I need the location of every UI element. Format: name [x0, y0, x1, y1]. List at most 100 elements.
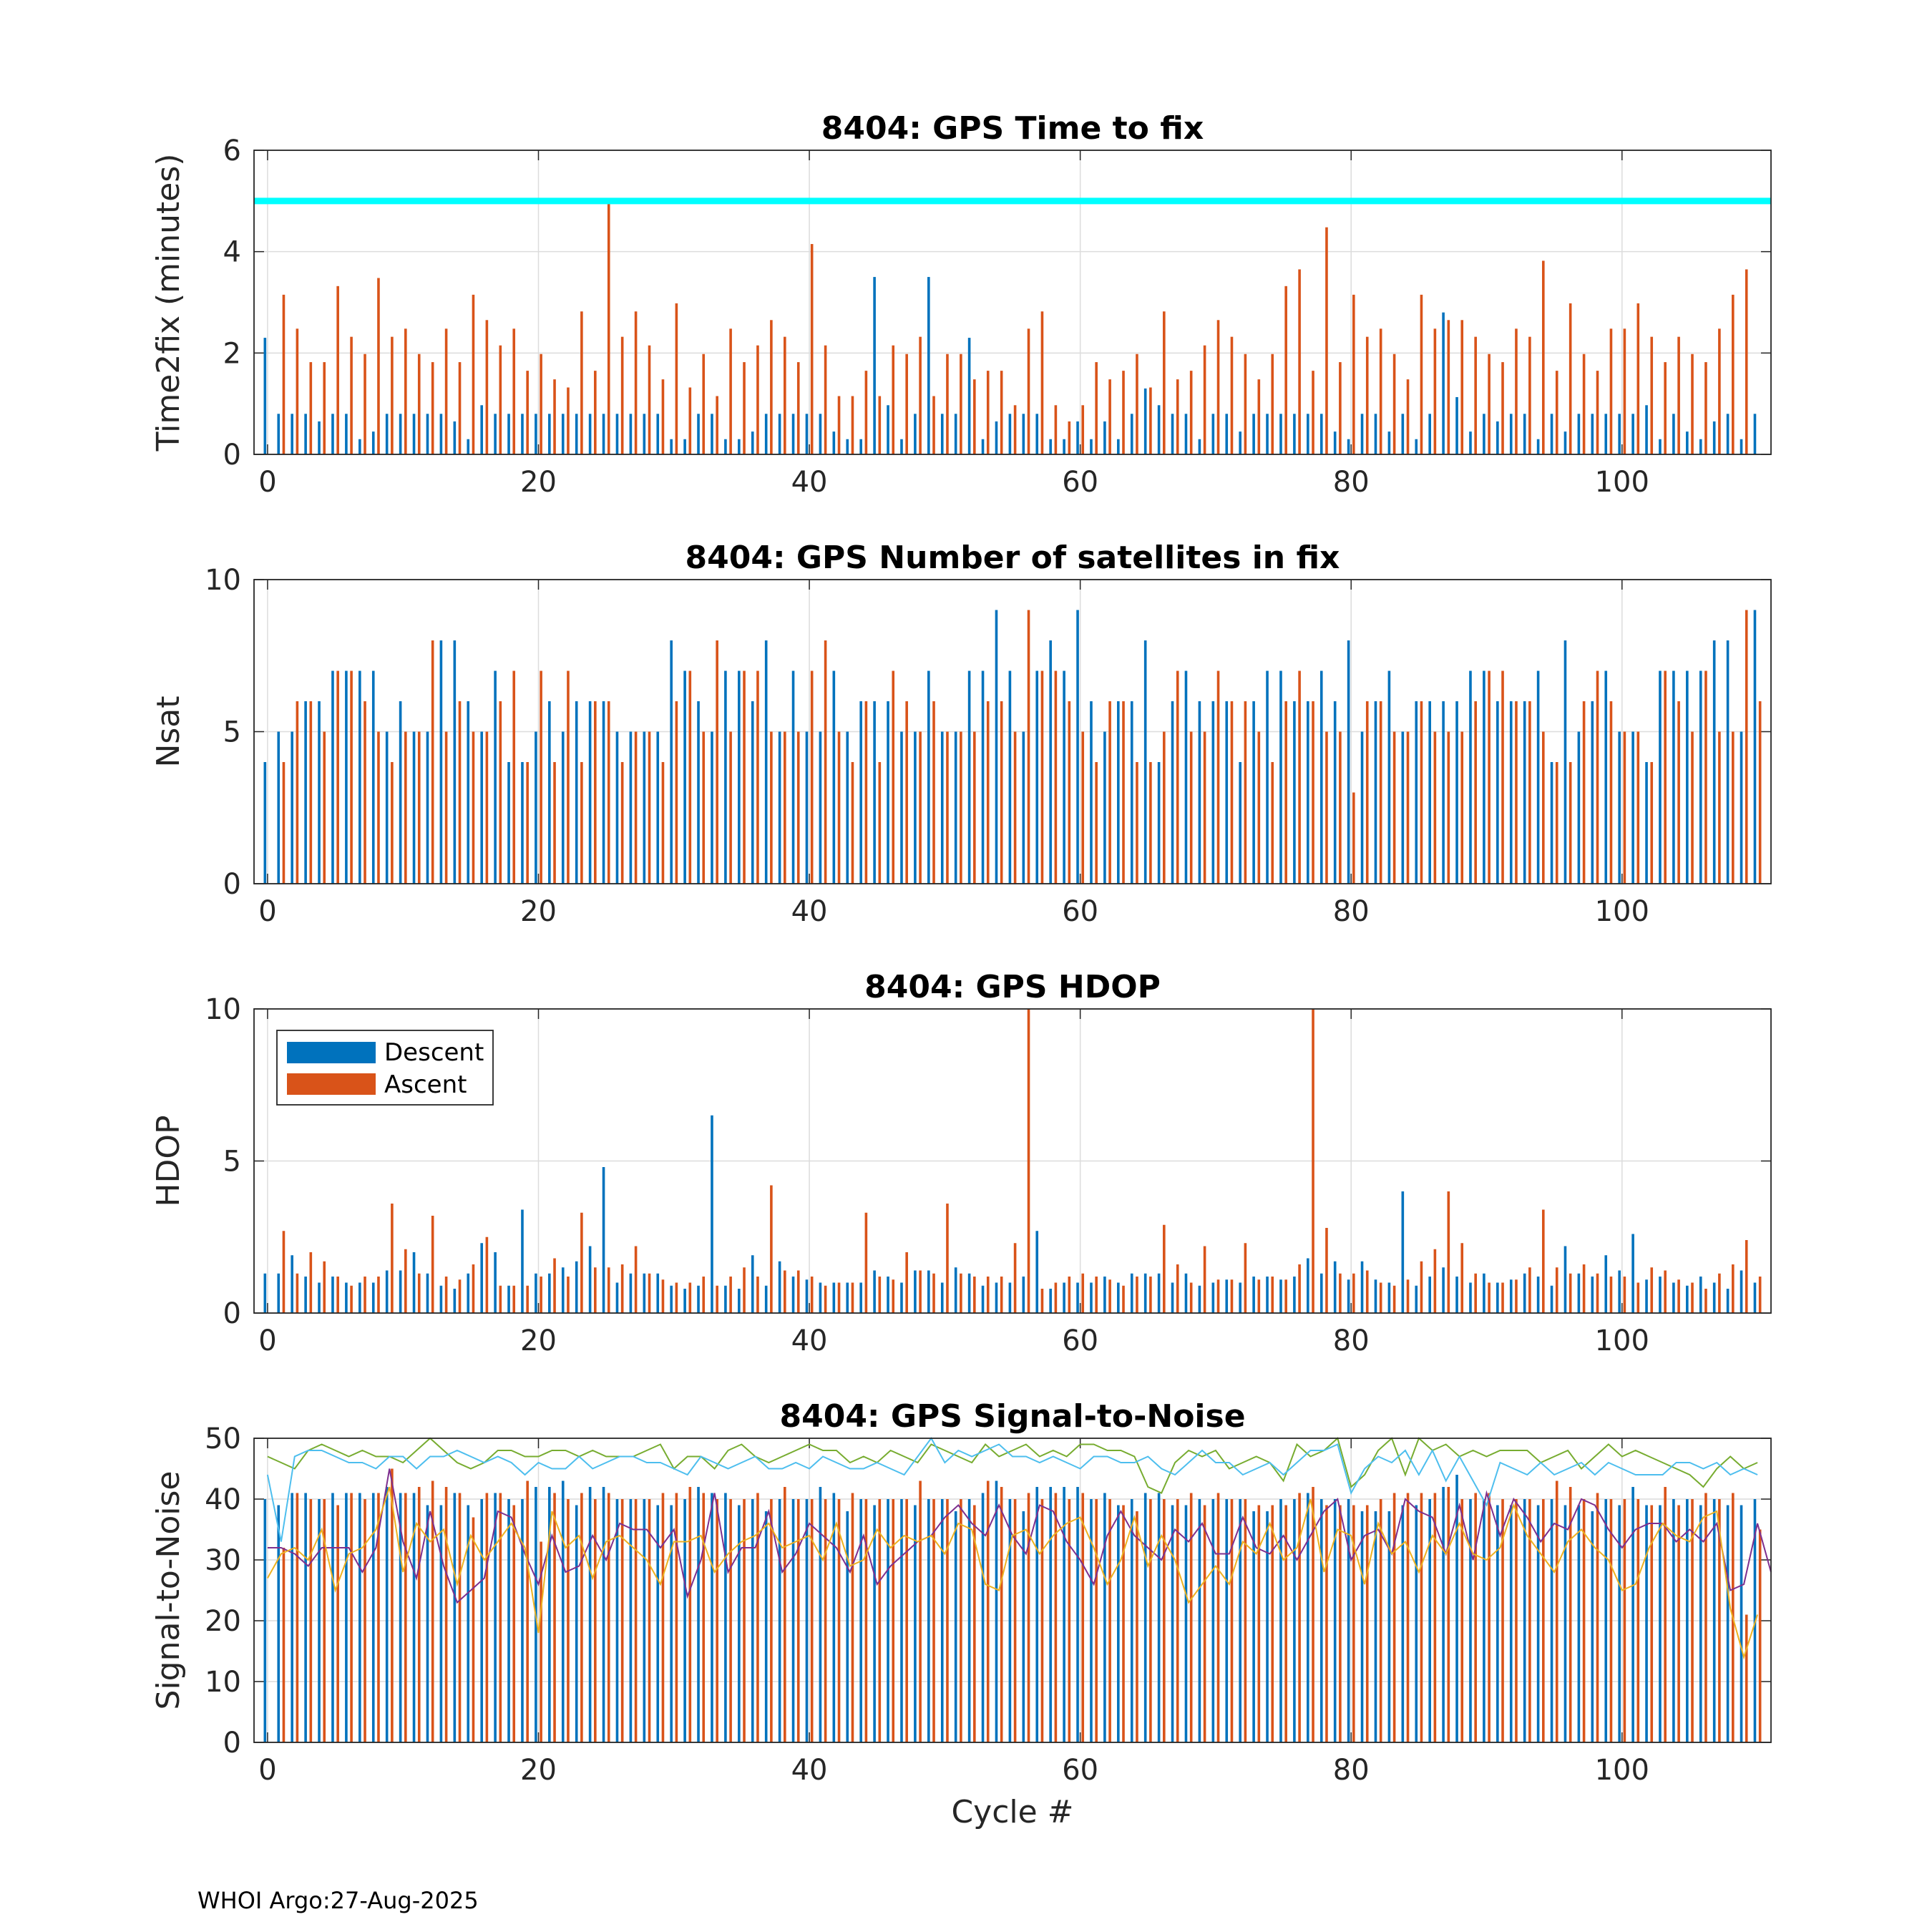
- ascent-bar: [1515, 1279, 1518, 1313]
- descent-bar: [805, 1279, 809, 1313]
- y-tick-label: 10: [205, 564, 241, 597]
- descent-bar: [1279, 1279, 1282, 1313]
- descent-bar: [778, 731, 781, 884]
- descent-bar: [1550, 1285, 1553, 1313]
- ascent-bar: [688, 387, 692, 454]
- ascent-bar: [1664, 1487, 1667, 1742]
- descent-bar: [967, 1273, 971, 1313]
- descent-bar: [1631, 731, 1634, 884]
- descent-bar: [778, 1499, 781, 1742]
- ascent-bar: [1420, 294, 1423, 454]
- descent-bar: [1347, 439, 1350, 454]
- descent-bar: [1184, 414, 1188, 454]
- ascent-bar: [1054, 405, 1058, 454]
- descent-bar: [643, 731, 646, 884]
- ascent-bar: [837, 396, 841, 454]
- ascent-bar: [1095, 362, 1098, 454]
- y-tick-label: 0: [223, 1727, 241, 1760]
- descent-bar: [439, 1285, 443, 1313]
- descent-bar: [467, 701, 470, 884]
- descent-bar: [439, 640, 443, 884]
- descent-bar: [670, 1285, 673, 1313]
- x-axis-label: Cycle #: [951, 1794, 1073, 1830]
- descent-bar: [412, 1493, 416, 1742]
- descent-bar: [656, 1505, 660, 1742]
- descent-bar: [1157, 1273, 1161, 1313]
- descent-bar: [1279, 414, 1282, 454]
- ascent-bar: [336, 670, 339, 884]
- descent-bar: [1171, 1505, 1174, 1742]
- descent-bar: [575, 1261, 578, 1313]
- descent-bar: [1130, 414, 1133, 454]
- ascent-bar: [336, 286, 339, 454]
- descent-bar: [426, 414, 429, 454]
- descent-bar: [1198, 1285, 1201, 1313]
- ascent-bar: [1136, 1511, 1138, 1742]
- descent-bar: [819, 1282, 822, 1313]
- ascent-bar: [1339, 1273, 1342, 1313]
- descent-bar: [1266, 670, 1269, 884]
- descent-bar: [1157, 762, 1161, 884]
- descent-bar: [1374, 701, 1377, 884]
- descent-bar: [1550, 762, 1553, 884]
- axes-box: [253, 1438, 1772, 1743]
- snr-line-4: [267, 1486, 1759, 1660]
- descent-bar: [683, 1499, 686, 1742]
- ascent-bar: [1718, 1499, 1721, 1742]
- ascent-bar: [1054, 670, 1058, 884]
- x-tick-label: 20: [520, 1754, 557, 1787]
- ascent-bar: [1392, 731, 1396, 884]
- descent-bar: [1740, 1505, 1743, 1742]
- ascent-bar: [1447, 1487, 1450, 1742]
- ascent-bar: [973, 1505, 976, 1742]
- x-tick-label: 20: [520, 1324, 557, 1357]
- ascent-bar: [716, 640, 718, 884]
- ascent-bar: [1515, 328, 1518, 454]
- descent-bar: [371, 1282, 375, 1313]
- ascent-bar: [810, 670, 814, 884]
- ascent-bar: [296, 701, 299, 884]
- descent-bar: [1157, 1493, 1161, 1742]
- ascent-bar: [1609, 701, 1613, 884]
- ascent-bar: [878, 1499, 882, 1742]
- descent-bar: [1563, 431, 1567, 454]
- descent-bar: [304, 701, 307, 884]
- descent-bar: [697, 1487, 700, 1742]
- descent-bar: [1307, 1493, 1309, 1742]
- descent-bar: [1374, 414, 1377, 454]
- ascent-bar: [472, 731, 475, 884]
- ascent-bar: [892, 1499, 895, 1742]
- descent-bar: [1049, 640, 1052, 884]
- ascent-bar: [1392, 353, 1396, 454]
- descent-bar: [1442, 312, 1445, 454]
- ascent-bar: [892, 670, 895, 884]
- descent-bar: [656, 414, 660, 454]
- x-tick-label: 20: [520, 466, 557, 499]
- ascent-bar: [1732, 1264, 1735, 1313]
- ascent-bar: [1230, 336, 1234, 454]
- ascent-bar: [350, 1493, 353, 1742]
- chart-title: 8404: GPS Time to fix: [821, 110, 1204, 147]
- descent-bar: [791, 1499, 795, 1742]
- y-axis-label: Signal-to-Noise: [150, 1471, 187, 1710]
- ascent-bar: [1433, 1249, 1437, 1313]
- ascent-bar: [404, 1249, 407, 1313]
- descent-bar: [1659, 1505, 1662, 1742]
- descent-bar: [751, 1499, 754, 1742]
- descent-bar: [521, 414, 524, 454]
- ascent-bar: [1433, 731, 1437, 884]
- x-tick-label: 80: [1333, 466, 1370, 499]
- descent-bar: [1184, 1273, 1188, 1313]
- descent-bar: [507, 1285, 510, 1313]
- ascent-bar: [1406, 379, 1410, 454]
- ascent-bar: [1108, 1499, 1111, 1742]
- ascent-bar: [607, 1267, 610, 1313]
- ascent-bar: [675, 1282, 678, 1313]
- descent-bar: [358, 439, 361, 454]
- ascent-bar: [1027, 610, 1030, 884]
- descent-bar: [643, 414, 646, 454]
- descent-bar: [914, 1270, 917, 1313]
- ascent-bar: [1068, 421, 1071, 454]
- ascent-bar: [580, 1493, 583, 1742]
